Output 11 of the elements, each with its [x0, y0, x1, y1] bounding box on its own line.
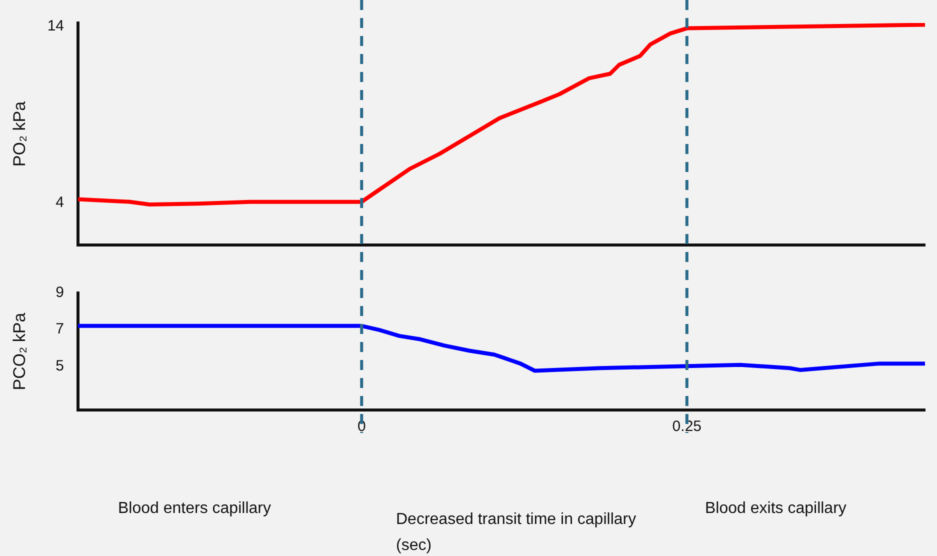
y-tick-label: 4	[56, 194, 64, 211]
y-tick-label: 5	[56, 357, 64, 374]
x-tick-label: 0.25	[672, 418, 702, 436]
y-tick-label: 14	[47, 18, 64, 35]
y-tick-label: 7	[56, 320, 64, 338]
y-axis-title: PCO₂ kPa	[10, 312, 29, 390]
text: Blood exits capillary	[705, 500, 846, 518]
y-tick-label: 9	[56, 284, 64, 302]
text: Blood enters capillary	[118, 500, 271, 518]
x-axis-title: Decreased transit time in capillary (sec)	[396, 510, 638, 556]
y-axis-title: PO₂ kPa	[10, 100, 29, 167]
